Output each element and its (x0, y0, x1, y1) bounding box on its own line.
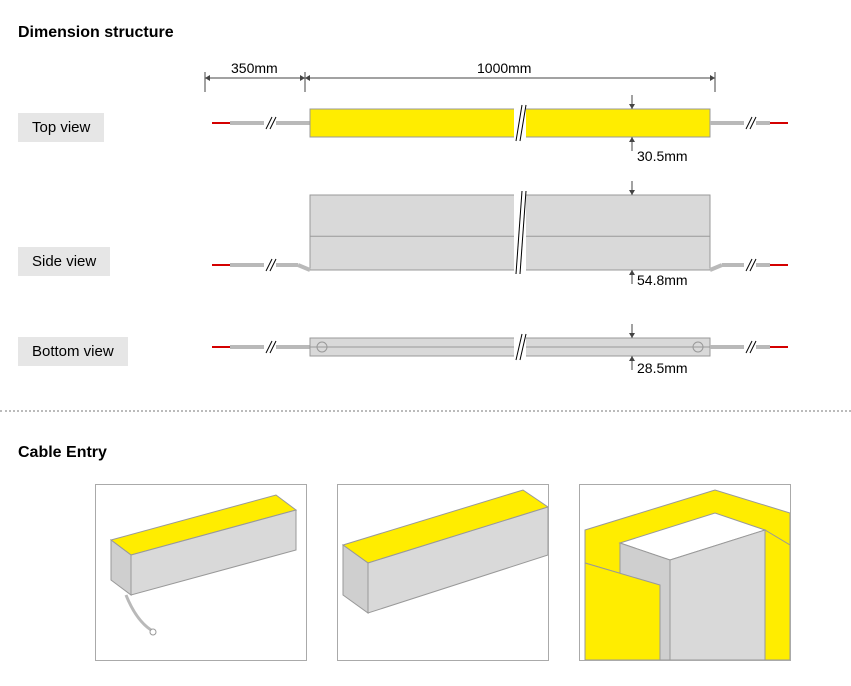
thumb-3-icon (580, 485, 790, 660)
cable-entry-heading: Cable Entry (18, 444, 107, 462)
dimension-structure-svg (0, 0, 851, 400)
cable-entry-thumb-2 (337, 484, 549, 661)
cable-entry-thumb-3 (579, 484, 791, 661)
cable-entry-thumbs (95, 484, 791, 661)
cable-entry-thumb-1 (95, 484, 307, 661)
thumb-1-icon (96, 485, 306, 660)
thumb-2-icon (338, 485, 548, 660)
section-divider (0, 410, 851, 412)
